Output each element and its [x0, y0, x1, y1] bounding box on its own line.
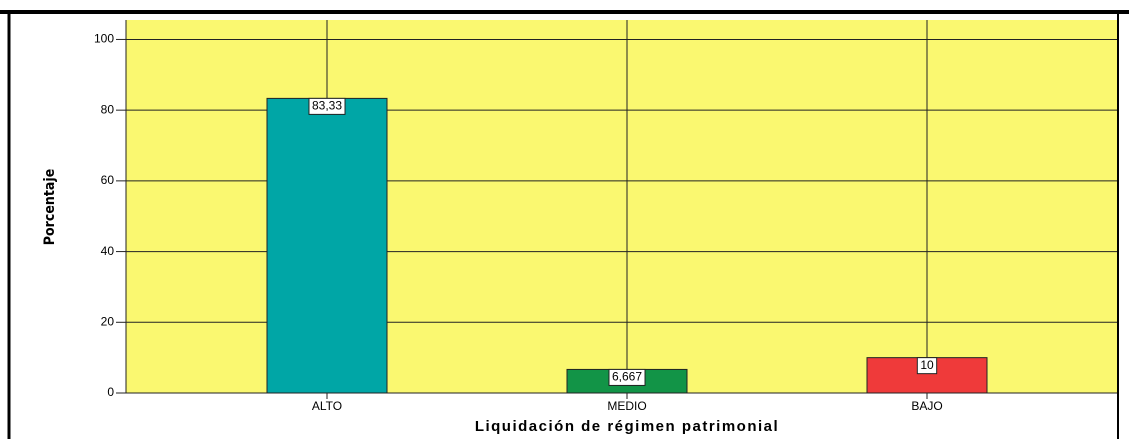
value-label: 6,667	[612, 370, 642, 384]
x-tick-label: MEDIO	[607, 399, 646, 413]
x-tick-label: BAJO	[911, 399, 942, 413]
value-label: 83,33	[312, 99, 342, 113]
y-tick-label: 80	[101, 102, 115, 116]
x-axis-label: Liquidación de régimen patrimonial	[475, 418, 779, 435]
y-tick-label: 100	[94, 32, 114, 46]
value-label-box	[608, 368, 646, 386]
x-tick-label: ALTO	[312, 399, 342, 413]
y-tick-label: 60	[101, 173, 115, 187]
y-tick-label: 20	[101, 314, 115, 328]
y-axis-label: Porcentaje	[42, 169, 58, 245]
y-tick-label: 0	[107, 385, 114, 399]
bar	[266, 97, 388, 394]
value-label-box	[308, 97, 346, 115]
value-label: 10	[920, 358, 934, 372]
value-label-box	[916, 357, 938, 375]
y-tick-label: 40	[101, 244, 115, 258]
